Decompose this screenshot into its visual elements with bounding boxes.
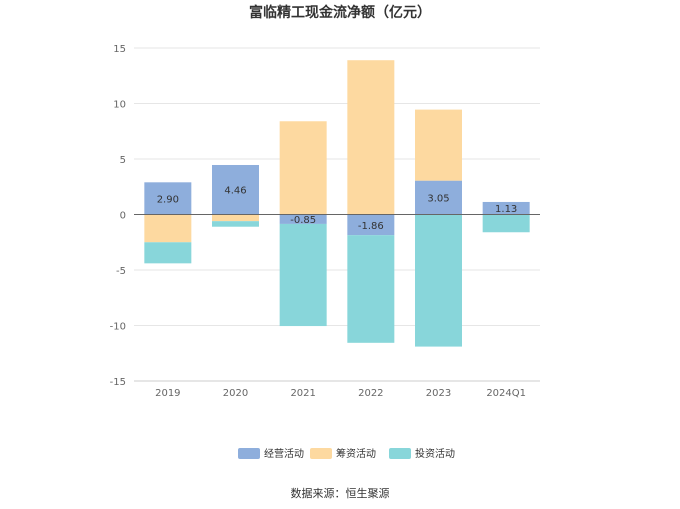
bar-3-2023[interactable] [415, 214, 462, 347]
y-tick-label: 5 [120, 155, 126, 166]
bar-2-2021[interactable] [279, 121, 327, 215]
x-tick-label: 2021 [290, 388, 315, 399]
data-label: -1.86 [358, 221, 384, 232]
data-label: 4.46 [224, 186, 246, 197]
bars [144, 60, 530, 347]
bar-3-2020[interactable] [212, 221, 259, 227]
legend-swatch [238, 448, 260, 459]
data-label: 1.13 [495, 204, 517, 215]
x-tick-label: 2019 [155, 388, 180, 399]
bar-2-2023[interactable] [415, 109, 462, 181]
data-source: 数据来源：恒生聚源 [291, 486, 390, 500]
data-label: 2.90 [157, 194, 179, 205]
legend-label: 筹资活动 [336, 447, 376, 460]
legend[interactable]: 经营活动 筹资活动 投资活动 [238, 447, 455, 460]
bar-1-2023[interactable] [415, 180, 462, 215]
legend-swatch [310, 448, 332, 459]
legend-label: 投资活动 [415, 447, 455, 460]
bar-1-2024Q1[interactable] [482, 201, 530, 215]
y-axis: 15 10 5 0 -5 -10 -15 [110, 44, 126, 388]
y-tick-label: 0 [120, 211, 126, 222]
y-tick-label: -10 [110, 322, 126, 333]
legend-label: 经营活动 [264, 447, 304, 460]
bar-2-2022[interactable] [347, 60, 395, 215]
x-tick-label: 2020 [223, 388, 248, 399]
y-tick-label: 10 [113, 100, 126, 111]
legend-item[interactable]: 筹资活动 [310, 447, 376, 460]
x-tick-label: 2022 [358, 388, 383, 399]
bar-1-2022[interactable] [347, 214, 395, 236]
y-tick-label: 15 [113, 44, 126, 55]
y-tick-label: -5 [116, 266, 126, 277]
x-axis: 2019 2020 2021 2022 2023 2024Q1 [134, 380, 540, 399]
bar-2-2020[interactable] [212, 214, 259, 222]
chart-title: 富临精工现金流净额（亿元） [249, 4, 431, 21]
data-label: -0.85 [290, 215, 316, 226]
bar-3-2022[interactable] [347, 235, 395, 343]
x-tick-label: 2023 [426, 388, 451, 399]
bar-1-2020[interactable] [212, 164, 259, 215]
bar-3-2019[interactable] [144, 242, 192, 264]
data-labels: 2.90 4.46 -0.85 -1.86 3.05 1.13 [157, 186, 518, 232]
bar-1-2019[interactable] [144, 182, 192, 215]
legend-item[interactable]: 经营活动 [238, 447, 304, 460]
y-tick-label: -15 [110, 377, 126, 388]
bar-1-2021[interactable] [279, 214, 327, 224]
bar-3-2024Q1[interactable] [482, 214, 530, 233]
x-tick-label: 2024Q1 [486, 388, 526, 399]
data-label: 3.05 [427, 194, 449, 205]
bar-3-2021[interactable] [279, 223, 327, 327]
legend-item[interactable]: 投资活动 [389, 447, 455, 460]
legend-swatch [389, 448, 411, 459]
bar-2-2019[interactable] [144, 214, 192, 243]
